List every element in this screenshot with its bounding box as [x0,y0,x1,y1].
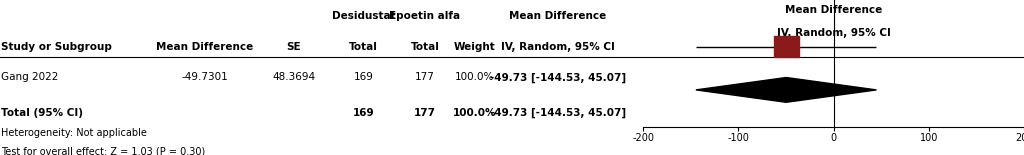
Text: Epoetin alfa: Epoetin alfa [389,11,461,21]
Text: Mean Difference: Mean Difference [785,5,882,15]
Text: 48.3694: 48.3694 [272,73,315,82]
Text: 100.0%: 100.0% [453,108,496,118]
Text: Test for overall effect: Z = 1.03 (P = 0.30): Test for overall effect: Z = 1.03 (P = 0… [1,147,205,155]
Text: Study or Subgroup: Study or Subgroup [1,42,112,52]
Bar [774,36,799,57]
Text: IV, Random, 95% CI: IV, Random, 95% CI [501,42,615,52]
Text: Total: Total [349,42,378,52]
Text: Heterogeneity: Not applicable: Heterogeneity: Not applicable [1,128,146,138]
Text: Total: Total [411,42,439,52]
Text: -49.73 [-144.53, 45.07]: -49.73 [-144.53, 45.07] [490,72,626,83]
Text: -49.7301: -49.7301 [181,73,228,82]
Text: Total (95% CI): Total (95% CI) [1,108,83,118]
Text: 169: 169 [353,73,374,82]
Text: 169: 169 [352,108,375,118]
Text: Mean Difference: Mean Difference [157,42,253,52]
Text: Gang 2022: Gang 2022 [1,73,58,82]
Polygon shape [696,78,877,102]
Text: -49.73 [-144.53, 45.07]: -49.73 [-144.53, 45.07] [490,108,626,118]
Text: IV, Random, 95% CI: IV, Random, 95% CI [776,28,891,38]
Text: SE: SE [287,42,301,52]
Text: Mean Difference: Mean Difference [510,11,606,21]
Text: 100.0%: 100.0% [455,73,494,82]
Text: 177: 177 [415,73,435,82]
Text: Weight: Weight [454,42,495,52]
Text: Desidustat: Desidustat [332,11,395,21]
Text: 177: 177 [414,108,436,118]
